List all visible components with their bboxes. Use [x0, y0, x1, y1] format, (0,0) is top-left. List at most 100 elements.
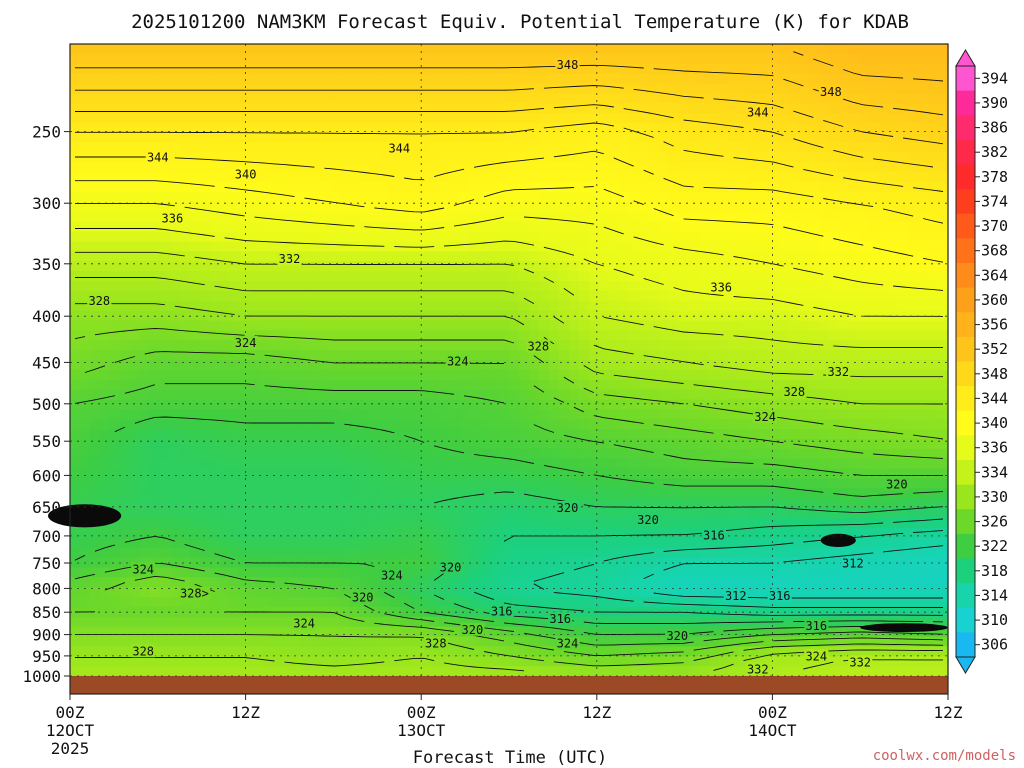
field-cell	[399, 132, 410, 144]
field-cell	[538, 290, 550, 302]
field-cell	[489, 498, 500, 509]
field-cell	[658, 527, 670, 539]
field-cell	[678, 340, 690, 351]
field-cell	[439, 83, 450, 94]
field-cell	[449, 123, 460, 134]
field-cell	[868, 350, 879, 361]
field-cell	[70, 537, 81, 549]
field-cell	[668, 73, 680, 85]
field-cell	[119, 448, 131, 460]
field-cell	[359, 547, 370, 559]
field-cell	[798, 320, 809, 331]
field-cell	[518, 142, 530, 154]
field-cell	[588, 379, 600, 391]
field-cell	[199, 330, 211, 341]
field-cell	[299, 587, 311, 598]
field-cell	[79, 261, 91, 272]
field-cell	[918, 429, 929, 440]
field-cell	[469, 458, 480, 470]
field-cell	[369, 192, 380, 203]
field-cell	[808, 498, 819, 509]
field-cell	[339, 63, 350, 75]
field-cell	[489, 142, 500, 154]
field-cell	[489, 567, 500, 578]
field-cell	[209, 192, 221, 203]
field-cell	[499, 360, 510, 371]
field-cell	[648, 597, 660, 608]
field-cell	[748, 281, 760, 292]
field-cell	[79, 241, 91, 252]
field-cell	[319, 537, 331, 549]
field-cell	[99, 123, 111, 134]
field-cell	[389, 478, 400, 489]
field-cell	[678, 330, 690, 341]
field-cell	[548, 597, 560, 608]
field-cell	[189, 547, 201, 559]
field-cell	[668, 369, 680, 381]
field-cell	[349, 123, 360, 134]
field-cell	[139, 63, 151, 75]
field-cell	[588, 360, 600, 371]
field-cell	[239, 320, 251, 331]
field-cell	[698, 340, 710, 351]
field-cell	[688, 439, 700, 450]
field-cell	[558, 320, 570, 331]
field-cell	[918, 409, 929, 420]
field-cell	[419, 172, 430, 183]
field-cell	[109, 369, 121, 381]
field-cell	[70, 182, 81, 193]
field-cell	[329, 389, 340, 401]
field-cell	[788, 478, 799, 489]
field-cell	[588, 557, 600, 568]
field-cell	[618, 83, 630, 94]
field-cell	[119, 281, 131, 292]
field-cell	[788, 162, 799, 173]
field-cell	[518, 468, 530, 480]
field-cell	[798, 152, 809, 164]
field-cell	[748, 241, 760, 252]
field-cell	[469, 132, 480, 144]
field-cell	[189, 152, 201, 164]
field-cell	[299, 567, 311, 578]
field-cell	[908, 468, 919, 480]
field-cell	[538, 231, 550, 243]
field-cell	[588, 458, 600, 470]
field-cell	[89, 498, 101, 509]
field-cell	[169, 537, 181, 549]
field-cell	[558, 478, 570, 489]
field-cell	[548, 251, 560, 262]
field-cell	[648, 409, 660, 420]
field-cell	[538, 182, 550, 193]
field-cell	[928, 439, 939, 450]
field-cell	[89, 241, 101, 252]
field-cell	[269, 44, 281, 55]
field-cell	[678, 448, 690, 460]
field-cell	[578, 63, 590, 75]
field-cell	[648, 93, 660, 104]
field-cell	[179, 567, 191, 578]
field-cell	[499, 439, 510, 450]
field-cell	[898, 113, 909, 124]
field-cell	[668, 300, 680, 312]
field-cell	[129, 350, 141, 361]
field-cell	[149, 468, 161, 480]
field-cell	[928, 527, 939, 539]
field-cell	[838, 113, 849, 124]
field-cell	[618, 350, 630, 361]
field-cell	[159, 162, 171, 173]
field-cell	[918, 142, 929, 154]
field-cell	[70, 63, 81, 75]
field-cell	[509, 63, 520, 75]
field-cell	[349, 73, 360, 85]
field-cell	[239, 211, 251, 223]
field-cell	[778, 211, 789, 223]
field-cell	[728, 261, 740, 272]
field-cell	[728, 320, 740, 331]
field-cell	[459, 83, 470, 94]
field-cell	[369, 498, 380, 509]
field-cell	[798, 360, 809, 371]
field-cell	[109, 527, 121, 539]
field-cell	[359, 261, 370, 272]
field-cell	[509, 320, 520, 331]
field-cell	[239, 241, 251, 252]
